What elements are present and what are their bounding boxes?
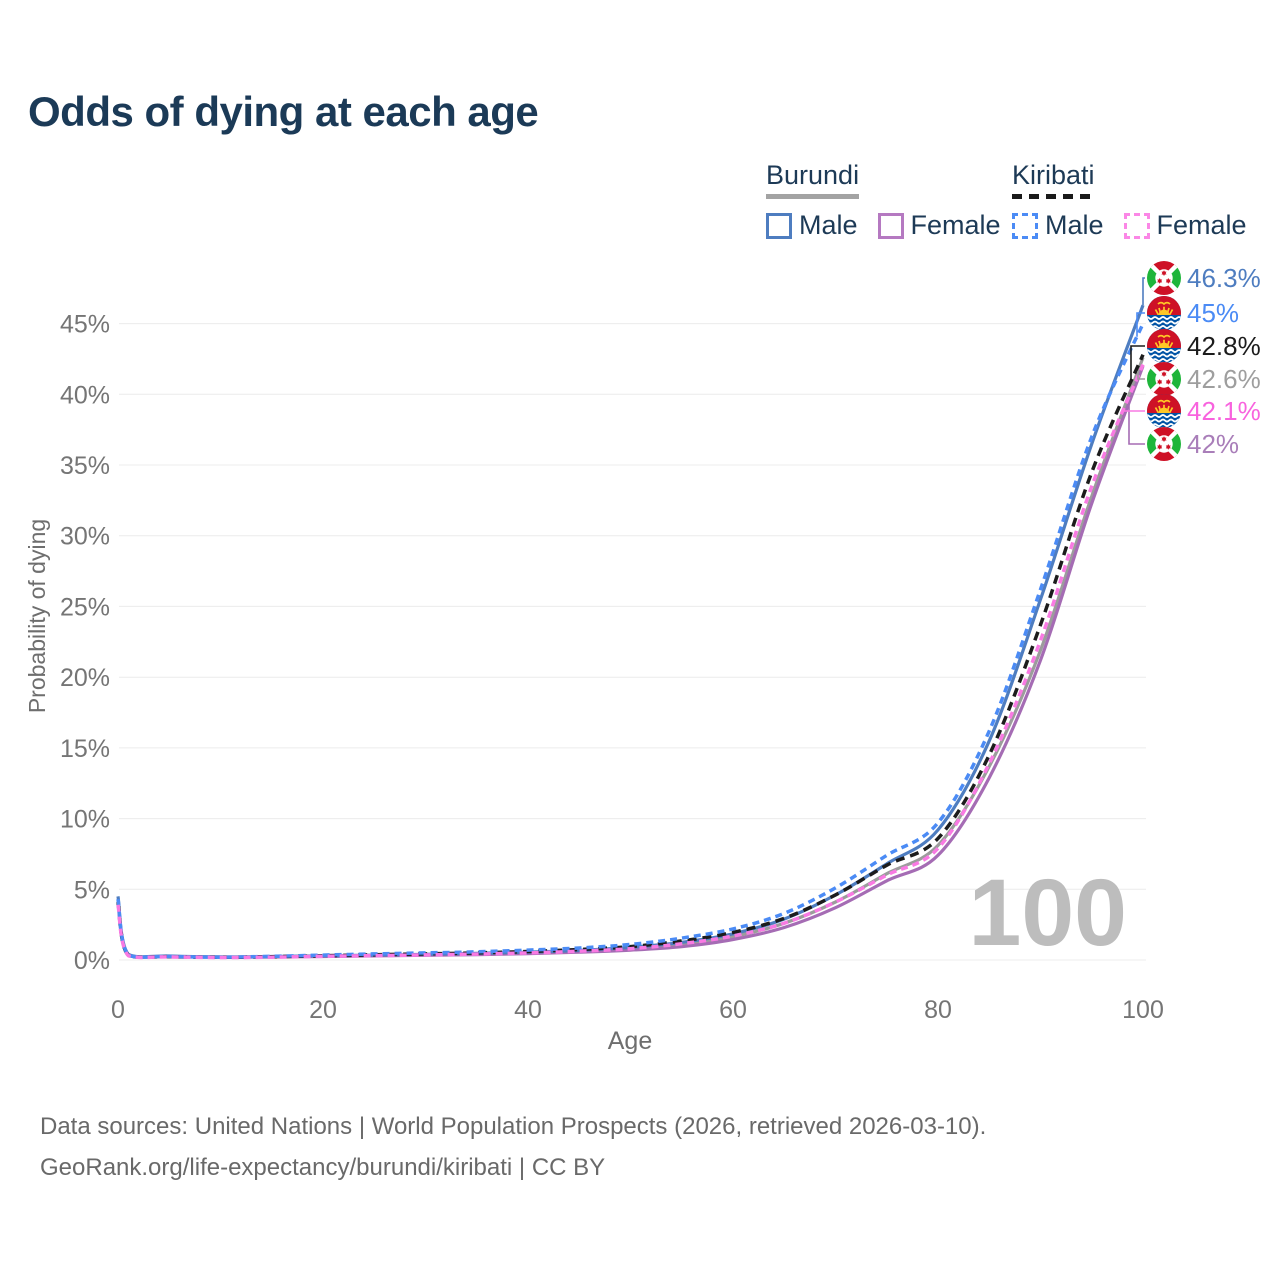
end-value-label: 45% (1187, 298, 1239, 328)
label-connector-burundi-female (1128, 403, 1145, 445)
y-tick-label: 45% (60, 311, 110, 339)
y-tick-label: 40% (60, 381, 110, 409)
legend-item-burundi-female: Female (877, 210, 1001, 241)
age-watermark: 100 (968, 860, 1127, 966)
y-axis-title: Probability of dying (24, 519, 50, 713)
legend-item-label: Female (1156, 210, 1247, 240)
y-tick-label: 15% (60, 735, 110, 763)
kiribati-male-swatch-icon (1012, 212, 1038, 239)
y-tick-label: 20% (60, 664, 110, 692)
label-connector-burundi-both-sexes (1137, 371, 1145, 380)
kiribati-flag-icon (1145, 394, 1185, 428)
end-value-label: 42.8% (1187, 331, 1261, 361)
legend-country-kiribati: Kiribati (1012, 160, 1095, 199)
legend-country-burundi: Burundi (766, 160, 860, 199)
y-tick-label: 30% (60, 523, 110, 551)
legend-country-label: Burundi (766, 160, 860, 190)
legend-item-label: Female (910, 210, 1001, 240)
label-connector-kiribati-female (1122, 410, 1145, 413)
burundi-flag-icon (1147, 261, 1181, 295)
x-tick-label: 80 (924, 996, 952, 1024)
x-tick-label: 20 (309, 996, 337, 1024)
y-tick-label: 10% (60, 806, 110, 834)
legend-item-burundi-male: Male (766, 210, 858, 241)
footer-line-2: GeoRank.org/life-expectancy/burundi/kiri… (40, 1154, 606, 1181)
label-connector-kiribati-both-sexes (1130, 345, 1145, 383)
burundi-male-swatch-icon (766, 212, 792, 239)
legend-item-label: Male (1045, 210, 1104, 240)
x-axis-title: Age (608, 1027, 652, 1055)
label-connector-burundi-male (1142, 277, 1145, 306)
legend-group-burundi: Burundi Male Female (766, 160, 1001, 241)
x-tick-label: 60 (719, 996, 747, 1024)
y-tick-label: 35% (60, 452, 110, 480)
burundi-line-style-swatch (766, 194, 860, 199)
x-tick-label: 0 (111, 996, 125, 1024)
legend-item-kiribati-female: Female (1123, 210, 1247, 241)
burundi-flag-icon (1147, 427, 1181, 461)
legend-country-label: Kiribati (1012, 160, 1095, 190)
legend-items-burundi: Male Female (766, 210, 1001, 241)
kiribati-flag-icon (1145, 296, 1185, 330)
end-value-label: 46.3% (1187, 263, 1261, 293)
kiribati-line-style-swatch (1012, 194, 1095, 199)
y-tick-label: 5% (74, 876, 110, 904)
x-tick-label: 100 (1122, 996, 1164, 1024)
footer-line-1: Data sources: United Nations | World Pop… (40, 1113, 987, 1140)
legend-item-label: Male (799, 210, 858, 240)
burundi-flag-icon (1147, 362, 1181, 396)
legend-item-kiribati-male: Male (1012, 210, 1104, 241)
kiribati-flag-icon (1145, 329, 1185, 363)
legend-items-kiribati: Male Female (1012, 210, 1247, 241)
burundi-female-swatch-icon (877, 212, 904, 239)
x-tick-label: 40 (514, 996, 542, 1024)
legend-group-kiribati: Kiribati Male Female (1012, 160, 1247, 241)
kiribati-female-swatch-icon (1123, 212, 1150, 239)
y-tick-label: 25% (60, 593, 110, 621)
series-line-kiribati-female (116, 363, 1145, 960)
data-source-footer: Data sources: United Nations | World Pop… (40, 1106, 986, 1188)
end-value-label: 42.1% (1187, 396, 1261, 426)
y-tick-label: 0% (74, 947, 110, 975)
end-value-label: 42% (1187, 429, 1239, 459)
end-value-label: 42.6% (1187, 364, 1261, 394)
page-title: Odds of dying at each age (28, 88, 539, 135)
series-line-kiribati-male (116, 322, 1145, 959)
label-connector-kiribati-male (1136, 312, 1145, 337)
